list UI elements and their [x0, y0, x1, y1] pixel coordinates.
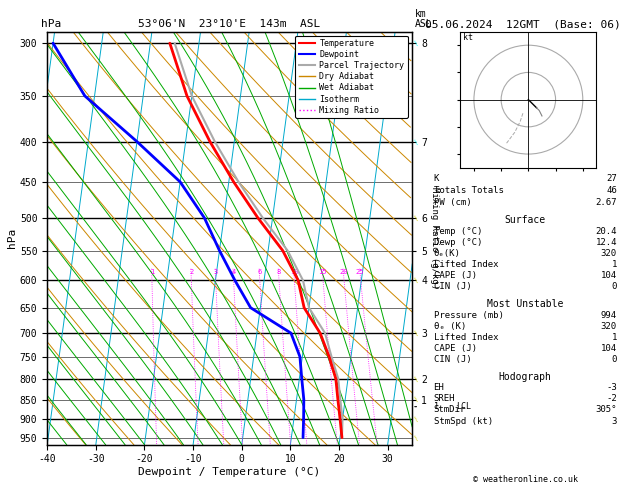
Text: 2.67: 2.67: [596, 197, 617, 207]
Text: CAPE (J): CAPE (J): [433, 344, 477, 353]
Text: 46: 46: [606, 186, 617, 195]
Text: km
ASL: km ASL: [415, 9, 433, 29]
Text: /: /: [414, 330, 420, 336]
Text: 05.06.2024  12GMT  (Base: 06): 05.06.2024 12GMT (Base: 06): [425, 19, 620, 29]
Text: 20.4: 20.4: [596, 227, 617, 236]
Text: /: /: [414, 416, 420, 422]
Text: Hodograph: Hodograph: [499, 372, 552, 382]
Text: 4: 4: [231, 269, 235, 275]
Text: 53°06'N  23°10'E  143m  ASL: 53°06'N 23°10'E 143m ASL: [138, 19, 321, 29]
Text: Dewp (°C): Dewp (°C): [433, 238, 482, 247]
Text: Lifted Index: Lifted Index: [433, 332, 498, 342]
Text: /: /: [414, 215, 420, 221]
Text: © weatheronline.co.uk: © weatheronline.co.uk: [473, 474, 577, 484]
Text: /: /: [414, 278, 420, 283]
Text: StmDir: StmDir: [433, 405, 466, 415]
Text: 6: 6: [257, 269, 262, 275]
Text: Temp (°C): Temp (°C): [433, 227, 482, 236]
Text: 25: 25: [356, 269, 364, 275]
Text: K: K: [433, 174, 439, 183]
Text: 1: 1: [611, 260, 617, 269]
Text: CIN (J): CIN (J): [433, 282, 471, 291]
Text: 1: 1: [611, 332, 617, 342]
Text: 0: 0: [611, 355, 617, 364]
Text: 0: 0: [611, 282, 617, 291]
Text: CIN (J): CIN (J): [433, 355, 471, 364]
Text: 320: 320: [601, 249, 617, 258]
Text: LCL: LCL: [456, 402, 470, 411]
Text: Pressure (mb): Pressure (mb): [433, 311, 503, 319]
Text: 8: 8: [277, 269, 281, 275]
Text: Most Unstable: Most Unstable: [487, 299, 564, 309]
Text: 15: 15: [318, 269, 327, 275]
Text: SREH: SREH: [433, 395, 455, 403]
Text: Surface: Surface: [504, 215, 546, 226]
Text: -2: -2: [606, 395, 617, 403]
Text: 3: 3: [213, 269, 218, 275]
Text: StmSpd (kt): StmSpd (kt): [433, 417, 493, 426]
Text: 3: 3: [611, 417, 617, 426]
Text: θₑ (K): θₑ (K): [433, 322, 466, 330]
X-axis label: Dewpoint / Temperature (°C): Dewpoint / Temperature (°C): [138, 467, 321, 477]
Text: /: /: [414, 40, 420, 46]
Legend: Temperature, Dewpoint, Parcel Trajectory, Dry Adiabat, Wet Adiabat, Isotherm, Mi: Temperature, Dewpoint, Parcel Trajectory…: [296, 36, 408, 118]
Text: PW (cm): PW (cm): [433, 197, 471, 207]
Text: 994: 994: [601, 311, 617, 319]
Text: 104: 104: [601, 271, 617, 280]
Text: kt: kt: [463, 33, 473, 42]
Text: /: /: [414, 139, 420, 144]
Text: EH: EH: [433, 383, 444, 392]
Text: Lifted Index: Lifted Index: [433, 260, 498, 269]
Text: 12.4: 12.4: [596, 238, 617, 247]
Text: hPa: hPa: [41, 19, 61, 29]
Text: 1: 1: [434, 402, 439, 411]
Text: 320: 320: [601, 322, 617, 330]
Text: -3: -3: [606, 383, 617, 392]
Y-axis label: hPa: hPa: [7, 228, 17, 248]
Text: /: /: [414, 434, 420, 440]
Text: Totals Totals: Totals Totals: [433, 186, 503, 195]
Text: 10: 10: [290, 269, 298, 275]
Text: 27: 27: [606, 174, 617, 183]
Text: 305°: 305°: [596, 405, 617, 415]
Text: 1: 1: [150, 269, 154, 275]
Text: CAPE (J): CAPE (J): [433, 271, 477, 280]
Text: 20: 20: [339, 269, 348, 275]
Text: 104: 104: [601, 344, 617, 353]
Text: Mixing Ratio (g/kg): Mixing Ratio (g/kg): [430, 187, 438, 289]
Text: /: /: [414, 376, 420, 382]
Text: θₑ(K): θₑ(K): [433, 249, 460, 258]
Text: /: /: [414, 397, 420, 402]
Text: 2: 2: [189, 269, 193, 275]
